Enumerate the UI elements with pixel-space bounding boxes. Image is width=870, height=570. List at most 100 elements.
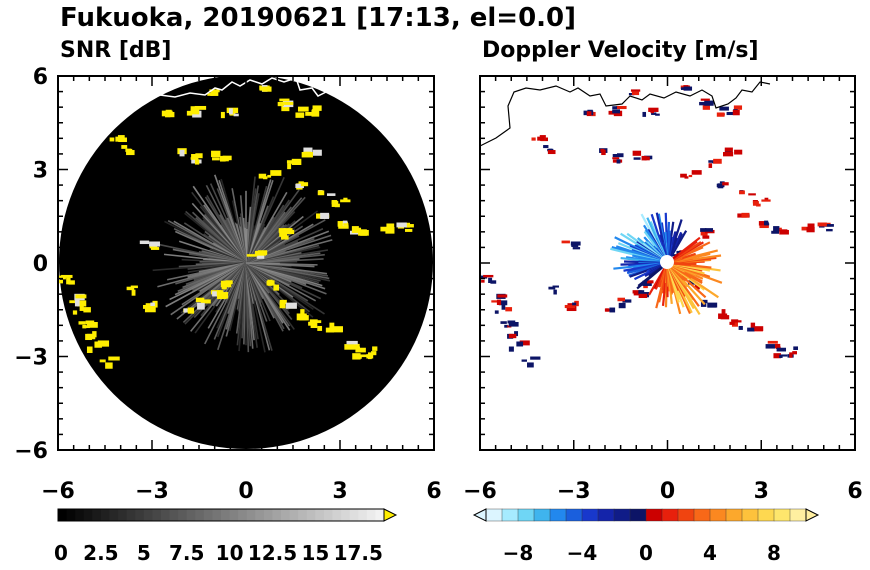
snr-echo-cell — [82, 324, 87, 329]
snr-echo-cell — [358, 354, 362, 359]
snr-echo-cell — [337, 221, 348, 227]
doppler-colorbar-cell — [725, 508, 743, 522]
doppler-echo-cell — [616, 105, 627, 110]
snr-colorbar-cell — [66, 509, 76, 521]
snr-echo-cell — [343, 223, 349, 226]
snr-echo-cell — [246, 254, 258, 257]
doppler-echo-cell — [521, 359, 527, 362]
doppler-echo-cell — [616, 159, 621, 164]
doppler-echo-cell — [481, 279, 485, 283]
doppler-colorbar-cell — [565, 508, 583, 522]
figure-title: Fukuoka, 20190621 [17:13, el=0.0] — [60, 3, 576, 33]
snr-echo-cell — [267, 174, 272, 178]
snr-echo-cell — [303, 147, 313, 154]
doppler-echo-cell — [765, 344, 775, 349]
doppler-echo-cell — [739, 190, 745, 195]
snr-echo-cell — [372, 346, 378, 351]
snr-clutter-rays — [152, 174, 333, 353]
doppler-echo-cell — [734, 149, 743, 155]
doppler-echo-cell — [530, 356, 541, 360]
snr-echo-cell — [317, 190, 325, 196]
doppler-panel-title: Doppler Velocity [m/s] — [482, 38, 759, 63]
snr-colorbar-cell — [58, 509, 68, 521]
doppler-echo-cell — [807, 223, 815, 228]
doppler-echo-cell — [548, 286, 556, 290]
snr-colorbar-cell — [160, 509, 171, 521]
doppler-echo-cell — [764, 220, 769, 225]
doppler-echo-cell — [537, 136, 545, 141]
snr-colorbar-cell — [255, 509, 265, 521]
snr-colorbar-tick-label: 5 — [137, 541, 151, 565]
snr-echo-cell — [105, 362, 113, 369]
snr-echo-cell — [300, 309, 305, 316]
doppler-colorbar-cell — [501, 508, 519, 522]
snr-echo-cell — [295, 112, 305, 118]
snr-echo-cell — [300, 182, 309, 187]
snr-colorbar-cell — [92, 509, 102, 521]
snr-echoes — [58, 85, 414, 369]
snr-echo-cell — [217, 293, 227, 300]
snr-echo-cell — [295, 183, 304, 189]
snr-y-tick-label: 0 — [33, 252, 48, 277]
doppler-echo-cell — [514, 331, 519, 337]
snr-echo-cell — [278, 228, 286, 233]
snr-echo-cell — [329, 322, 335, 330]
snr-colorbar-tick-label: 12.5 — [248, 541, 297, 565]
snr-echo-cell — [86, 346, 93, 353]
snr-y-tick-label: 6 — [33, 65, 48, 90]
snr-echo-cell — [320, 212, 330, 219]
snr-echo-cell — [283, 228, 293, 233]
doppler-echo-cell — [779, 229, 789, 235]
snr-echo-cell — [187, 307, 195, 314]
doppler-echo-cell — [494, 310, 499, 314]
doppler-echo-cell — [704, 228, 714, 232]
doppler-colorbar-cell — [693, 508, 711, 522]
snr-echo-cell — [165, 111, 171, 118]
doppler-echo-cell — [705, 101, 714, 105]
doppler-echo-cell — [622, 299, 632, 303]
snr-echo-cell — [76, 300, 87, 307]
doppler-echo-cell — [553, 289, 557, 295]
doppler-colorbar-cell — [741, 508, 759, 522]
snr-echo-cell — [191, 154, 197, 159]
snr-echo-cell — [285, 302, 297, 309]
snr-echo-cell — [144, 306, 156, 313]
snr-echo-cell — [194, 105, 207, 110]
doppler-colorbar-cell — [581, 508, 599, 522]
snr-echo-cell — [344, 344, 355, 350]
snr-echo-cell — [195, 153, 203, 159]
doppler-echo-cell — [779, 354, 783, 358]
doppler-colorbar-cell — [517, 508, 535, 522]
snr-colorbar-cell — [298, 509, 308, 521]
snr-y-tick-label: −6 — [14, 439, 48, 464]
snr-echo-cell — [59, 279, 64, 284]
doppler-echo-cell — [688, 280, 696, 285]
doppler-echo-cell — [612, 106, 618, 110]
snr-echo-cell — [139, 240, 150, 245]
snr-echo-cell — [94, 341, 102, 348]
snr-echo-cell — [190, 109, 200, 115]
snr-echo-cell — [296, 313, 307, 321]
doppler-echo-cell — [680, 173, 687, 178]
snr-echo-cell — [386, 223, 395, 229]
snr-echo-cell — [291, 158, 302, 166]
snr-echo-cell — [66, 277, 71, 285]
doppler-echo-cell — [655, 113, 660, 116]
snr-echo-cell — [79, 305, 84, 311]
snr-colorbar-tick-label: 7.5 — [169, 541, 204, 565]
doppler-echo-cell — [750, 322, 756, 329]
doppler-echo-cell — [504, 324, 508, 328]
doppler-echo-cell — [721, 309, 726, 315]
doppler-echo-cell — [691, 170, 702, 175]
doppler-colorbar-cell — [773, 508, 791, 522]
snr-colorbar-cell — [281, 509, 291, 521]
snr-echo-cell — [179, 149, 185, 157]
doppler-echo-cell — [694, 284, 700, 290]
snr-colorbar-cell — [135, 509, 145, 521]
snr-colorbar-cell — [178, 509, 188, 521]
snr-echo-cell — [68, 280, 75, 285]
doppler-echo-cell — [570, 241, 581, 246]
snr-x-tick-label: 6 — [426, 479, 441, 504]
snr-echo-cell — [194, 159, 200, 165]
snr-colorbar-cell — [366, 509, 376, 521]
